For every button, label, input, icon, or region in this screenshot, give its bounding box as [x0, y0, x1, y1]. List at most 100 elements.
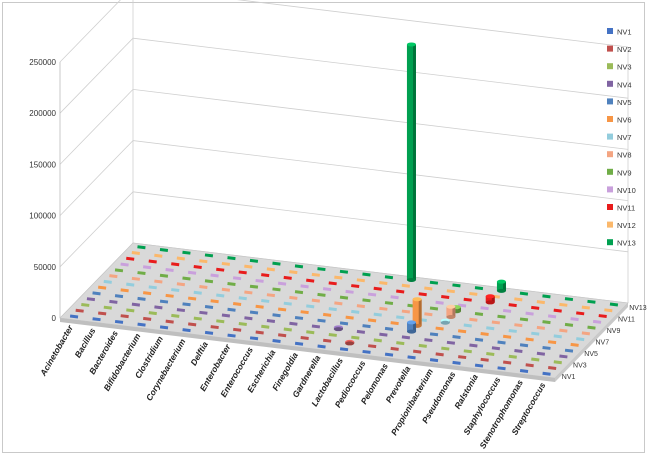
- bar-nv12-zero: [334, 275, 343, 280]
- bar-nv3-zero: [193, 316, 202, 321]
- bar-nv12-zero: [244, 264, 253, 269]
- bar-base: [333, 327, 343, 332]
- bar-nv9-zero: [294, 290, 304, 295]
- bar-nv11-zero: [238, 270, 247, 275]
- bar-nv11-zero: [328, 281, 337, 286]
- bar-nv2-zero: [188, 322, 197, 327]
- bar-nv3-zero: [328, 332, 337, 337]
- bar-nv8-zero: [334, 301, 343, 306]
- legend-label: NV12: [617, 221, 636, 230]
- bar-nv11-zero: [283, 275, 292, 280]
- bar-nv2-zero: [255, 330, 264, 335]
- y-tick-label: 0: [52, 314, 57, 323]
- depth-axis-label: NV5: [584, 351, 598, 358]
- bar-nv9-zero: [204, 279, 214, 284]
- bar-nv5-zero: [114, 294, 124, 299]
- bar-nv11-zero: [531, 305, 540, 310]
- legend-swatch: [607, 239, 613, 246]
- bar-nv1-zero: [452, 360, 461, 365]
- legend-swatch: [607, 186, 613, 193]
- bar-nv7-zero: [328, 307, 337, 312]
- bar-nv4-zero: [131, 302, 141, 307]
- bar-nv1-zero: [249, 336, 259, 341]
- bar-nv3-zero: [531, 357, 540, 362]
- bar-nv4-zero: [536, 351, 546, 356]
- bar-nv7-zero: [396, 315, 405, 320]
- bar-nv2-zero: [278, 333, 287, 338]
- bar-nv10-zero: [547, 314, 557, 319]
- bar-nv12-zero: [154, 253, 163, 258]
- bar-nv9: [451, 307, 461, 312]
- bar-nv11-zero: [193, 264, 202, 269]
- bar-nv1-zero: [339, 347, 349, 352]
- y-tick-label: 200000: [29, 109, 56, 118]
- bar-nv9-zero: [474, 311, 484, 316]
- bar-nv6-zero: [322, 312, 332, 317]
- bar-nv11-zero: [373, 286, 382, 291]
- bar-nv8-zero: [311, 298, 321, 303]
- legend-swatch: [607, 63, 613, 70]
- bar-nv10-zero: [435, 300, 444, 305]
- bar-nv6-zero: [345, 315, 354, 320]
- bar-nv7-zero: [283, 301, 292, 306]
- bar-nv11-zero: [418, 292, 427, 297]
- bar-nv9-zero: [587, 325, 596, 330]
- bar-nv10-zero: [502, 308, 512, 313]
- bar-base: [496, 288, 506, 293]
- bar-nv2-zero: [120, 314, 129, 319]
- y-tick-label: 50000: [34, 263, 57, 272]
- bar-nv10-zero: [120, 262, 129, 267]
- bar-nv5-zero: [227, 307, 236, 312]
- bar-nv8-zero: [154, 279, 163, 284]
- bar-nv3-zero: [351, 335, 360, 340]
- bar-nv5-zero: [272, 313, 281, 318]
- legend-label: NV6: [617, 116, 632, 125]
- bar-nv2-zero: [458, 355, 467, 360]
- depth-axis-label: NV7: [596, 340, 610, 347]
- bar-nv11-zero: [463, 297, 472, 302]
- bar-nv8-zero: [266, 293, 276, 298]
- bar-nv13-zero: [384, 275, 394, 280]
- legend-swatch: [607, 28, 613, 34]
- bar-nv1-zero: [114, 319, 124, 324]
- bar-nv9-zero: [497, 314, 506, 319]
- bar-nv10-zero: [277, 281, 287, 286]
- bar-nv12-zero: [536, 300, 545, 305]
- bar-nv13-zero: [609, 302, 619, 307]
- bar-nv5-zero: [429, 332, 439, 337]
- bar-nv4-zero: [289, 321, 298, 326]
- bar-nv2-zero: [503, 360, 512, 365]
- gridline: [59, 140, 629, 216]
- chart-legend: NV1 NV2 NV3 NV4 NV5 NV6 NV7 NV8 NV9 NV10 NV11 NV12 N…: [607, 28, 636, 248]
- bar-nv4-zero: [154, 305, 163, 310]
- bar-base: [345, 341, 355, 346]
- y-tick-label: 150000: [29, 160, 56, 169]
- bar-cap: [412, 297, 422, 302]
- legend-label: NV1: [617, 28, 632, 37]
- bar-nv13-zero: [542, 294, 551, 299]
- bar-cap: [485, 294, 495, 299]
- bar-nv10-zero: [390, 295, 399, 300]
- bar-nv5-zero: [249, 310, 259, 315]
- bar-nv12-zero: [604, 308, 613, 313]
- bar-nv1-zero: [92, 317, 101, 322]
- bar-nv6-zero: [255, 304, 264, 309]
- legend-label: NV9: [617, 168, 632, 177]
- bar-nv5-zero: [474, 337, 484, 342]
- bar-nv3-zero: [103, 305, 112, 310]
- bar-nv1-zero: [429, 358, 439, 363]
- bar-nv3-zero: [396, 341, 405, 346]
- bar-nv3-zero: [216, 319, 225, 324]
- bar-nv8-zero: [401, 309, 411, 314]
- legend-label: NV11: [617, 204, 635, 213]
- bar-nv4-zero: [199, 310, 208, 315]
- bar-nv1-zero: [227, 333, 236, 338]
- bar-nv8-zero: [469, 317, 478, 322]
- bar-nv9-zero: [519, 317, 529, 322]
- legend-swatch: [607, 168, 613, 175]
- bar-nv9-zero: [429, 306, 439, 311]
- legend-swatch: [607, 116, 613, 122]
- bar-nv9-zero: [317, 292, 326, 297]
- bar-nv12-zero: [469, 291, 478, 296]
